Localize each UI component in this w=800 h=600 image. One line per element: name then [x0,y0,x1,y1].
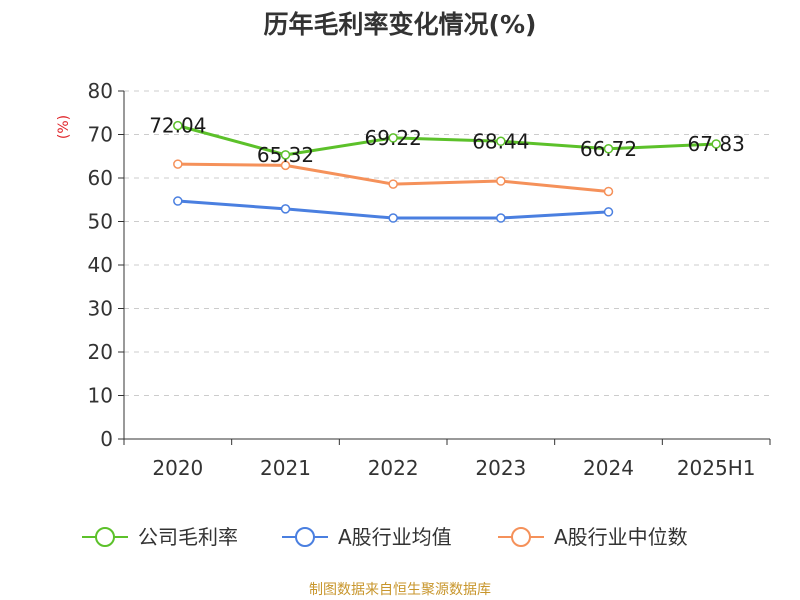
y-axis-unit-label: (%) [56,115,72,139]
y-tick-label: 70 [88,123,113,147]
series-layer [173,120,721,223]
data-label: 66.72 [580,137,637,161]
data-point [280,150,291,160]
legend-item: A股行业均值 [282,525,452,549]
x-tick-label: 2022 [368,456,419,480]
data-point [388,133,398,143]
legend-item: A股行业中位数 [498,525,688,549]
y-tick-label: 20 [88,340,113,364]
data-point [603,186,614,197]
y-tick-label: 50 [88,210,113,234]
y-tick-label: 40 [88,253,113,277]
gridlines [124,90,770,396]
y-tick-label: 30 [88,297,113,321]
x-tick-label: 2023 [475,456,526,480]
data-point [496,176,506,186]
data-point [711,139,721,149]
data-label: 69.22 [365,126,422,150]
y-tick-label: 10 [88,384,113,408]
legend: 公司毛利率 A股行业均值 A股行业中位数 [82,525,688,549]
legend-label: A股行业中位数 [554,525,688,549]
legend-swatch-marker [295,527,315,547]
data-point [388,213,398,223]
data-labels: 72.04 65.32 69.22 68.44 66.72 67.83 [149,114,745,167]
data-point [603,144,614,154]
legend-label: 公司毛利率 [138,525,238,549]
data-point [173,159,183,169]
series-0 [173,120,721,160]
data-point [173,120,183,131]
x-tick-label: 2020 [152,456,203,480]
data-label: 72.04 [149,114,206,138]
series-line [177,124,717,157]
legend-swatch-marker [511,527,531,547]
x-tick-label: 2021 [260,456,311,480]
y-tick-label: 0 [100,427,113,451]
data-point [173,196,183,206]
y-tick-label: 80 [88,79,113,103]
data-point [496,136,506,147]
data-point [280,160,291,171]
series-1 [173,196,614,223]
data-point [280,204,291,214]
data-point [388,179,398,189]
legend-label: A股行业均值 [338,525,452,549]
x-tick-label: 2024 [583,456,634,480]
x-tick-label: 2025H1 [677,456,756,480]
data-point [496,213,506,223]
chart-title: 历年毛利率变化情况(%) [264,10,537,39]
y-tick-label: 60 [88,166,113,190]
data-label: 65.32 [257,143,314,167]
axes: 0 10 20 30 40 50 60 70 80 2020 2021 2022 2023 2024 202… [88,79,771,480]
legend-item: 公司毛利率 [82,525,238,549]
data-point [603,207,614,217]
source-footer: 制图数据来自恒生聚源数据库 [309,582,491,598]
data-label: 67.83 [688,132,745,156]
legend-swatch-marker [95,527,115,547]
series-2 [173,159,614,197]
data-label: 68.44 [472,129,529,153]
